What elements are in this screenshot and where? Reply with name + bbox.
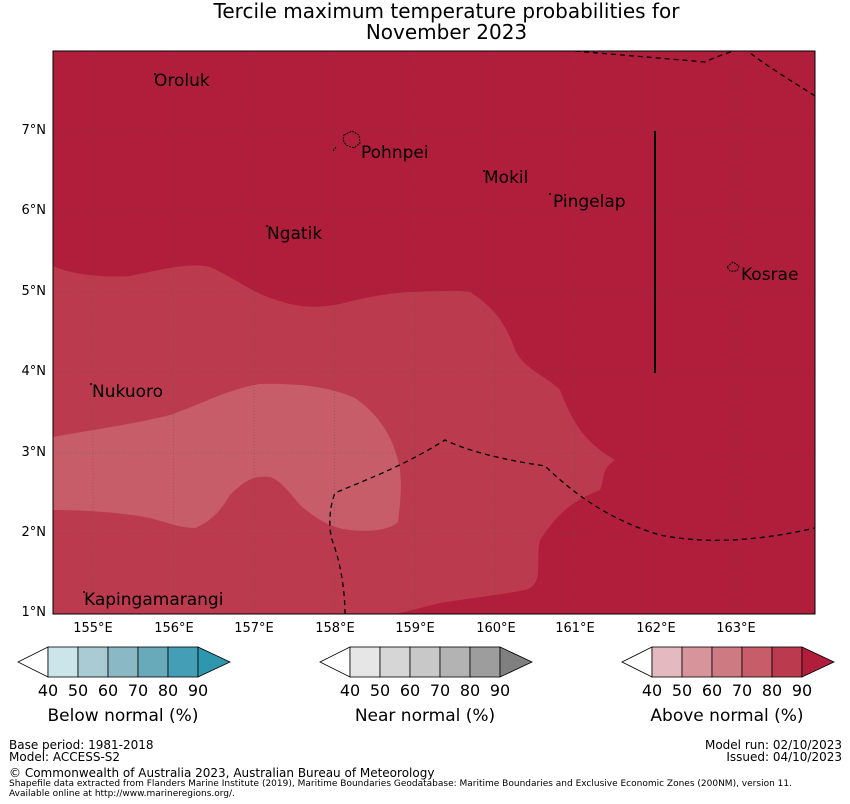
legend-below-title: Below normal (%) bbox=[47, 706, 199, 726]
colorbar-segment bbox=[439, 646, 471, 678]
colorbar-segment bbox=[801, 646, 835, 678]
x-tick-label: 162°E bbox=[636, 621, 676, 636]
legend-above-tick: 70 bbox=[731, 681, 753, 700]
above-60-70-region bbox=[53, 383, 401, 531]
island-dots bbox=[83, 73, 551, 593]
colorbar-segment bbox=[137, 646, 169, 678]
place-label-pingelap: Pingelap bbox=[553, 192, 626, 212]
x-tick-label: 163°E bbox=[716, 621, 756, 636]
map-title-line2: November 2023 bbox=[365, 20, 528, 44]
place-label-pohnpei: Pohnpei bbox=[361, 143, 429, 163]
issued-date: Issued: 04/10/2023 bbox=[726, 750, 842, 764]
y-tick-label: 7°N bbox=[21, 123, 47, 138]
map-frame bbox=[52, 50, 816, 615]
place-label-kosrae: Kosrae bbox=[741, 265, 799, 285]
legend-near-colorbar bbox=[319, 646, 533, 678]
copyright: © Commonwealth of Australia 2023, Austra… bbox=[9, 766, 435, 780]
colorbar-segment bbox=[197, 646, 231, 678]
legend-below-colorbar bbox=[17, 646, 231, 678]
map-title-line1: Tercile maximum temperature probabilitie… bbox=[213, 0, 680, 23]
y-tick-label: 5°N bbox=[21, 284, 47, 299]
legend-above-tick: 40 bbox=[641, 681, 663, 700]
kosrae-outline bbox=[726, 261, 740, 272]
colorbar-segment bbox=[17, 646, 49, 678]
colorbar-segment bbox=[469, 646, 501, 678]
island-outlines bbox=[332, 130, 740, 272]
y-tick-label: 3°N bbox=[21, 445, 47, 460]
x-tick-label: 161°E bbox=[555, 621, 595, 636]
place-label-mokil: Mokil bbox=[484, 168, 529, 188]
model-name: Model: ACCESS-S2 bbox=[9, 750, 121, 764]
x-tick-label: 157°E bbox=[234, 621, 274, 636]
legend-near-tick: 40 bbox=[339, 681, 361, 700]
legend-above-colorbar bbox=[621, 646, 835, 678]
colorbar-segment bbox=[771, 646, 803, 678]
place-label-kapingamarangi: Kapingamarangi bbox=[84, 590, 224, 610]
legend-near-tick: 80 bbox=[459, 681, 481, 700]
legend-near-tick: 50 bbox=[369, 681, 391, 700]
legend-near-title: Near normal (%) bbox=[354, 706, 496, 726]
legend-above-tick: 80 bbox=[761, 681, 783, 700]
colorbar-segment bbox=[77, 646, 109, 678]
legend-above-tick: 60 bbox=[701, 681, 723, 700]
shapefile-credit: Shapefile data extracted from Flanders M… bbox=[9, 779, 792, 789]
model-run: Model run: 02/10/2023 bbox=[704, 738, 842, 752]
legend-below-tick: 80 bbox=[157, 681, 179, 700]
legend-above-tick: 50 bbox=[671, 681, 693, 700]
legend-above-tick: 90 bbox=[791, 681, 813, 700]
colorbar-segment bbox=[47, 646, 79, 678]
x-tick-label: 155°E bbox=[73, 621, 113, 636]
colorbar-segment bbox=[167, 646, 199, 678]
place-label-ngatik: Ngatik bbox=[267, 224, 323, 244]
legend-below-tick: 50 bbox=[67, 681, 89, 700]
y-tick-label: 6°N bbox=[21, 203, 47, 218]
legend-below-tick: 70 bbox=[127, 681, 149, 700]
x-tick-label: 160°E bbox=[476, 621, 516, 636]
colorbar-segment bbox=[651, 646, 683, 678]
y-tick-label: 4°N bbox=[21, 364, 47, 379]
colorbar-segment bbox=[741, 646, 773, 678]
colorbar-segment bbox=[409, 646, 441, 678]
legend-below-tick: 40 bbox=[37, 681, 59, 700]
colorbar-segment bbox=[499, 646, 533, 678]
legend-near-tick: 90 bbox=[489, 681, 511, 700]
legend-above-title: Above normal (%) bbox=[650, 706, 804, 726]
colorbar-segment bbox=[379, 646, 411, 678]
y-tick-label: 2°N bbox=[21, 525, 47, 540]
colorbar-segment bbox=[621, 646, 653, 678]
colorbar-segment bbox=[107, 646, 139, 678]
colorbar-segment bbox=[681, 646, 713, 678]
x-tick-label: 156°E bbox=[154, 621, 194, 636]
legend-below-tick: 90 bbox=[187, 681, 209, 700]
place-label-nukuoro: Nukuoro bbox=[92, 382, 164, 402]
marineregions-credit: Available online at http://www.marinereg… bbox=[9, 789, 235, 799]
colorbar-segment bbox=[349, 646, 381, 678]
grid-lines bbox=[53, 51, 815, 614]
colorbar-segment bbox=[319, 646, 351, 678]
legend-near-tick: 60 bbox=[399, 681, 421, 700]
colorbar-segment bbox=[711, 646, 743, 678]
pohnpei-outline bbox=[342, 130, 361, 149]
x-tick-label: 159°E bbox=[395, 621, 435, 636]
legend-below-tick: 60 bbox=[97, 681, 119, 700]
x-tick-label: 158°E bbox=[315, 621, 355, 636]
eez-boundaries bbox=[329, 51, 815, 614]
place-label-oroluk: Oroluk bbox=[154, 71, 210, 91]
legend-near-tick: 70 bbox=[429, 681, 451, 700]
y-tick-label: 1°N bbox=[21, 605, 47, 620]
base-period: Base period: 1981-2018 bbox=[9, 738, 154, 752]
